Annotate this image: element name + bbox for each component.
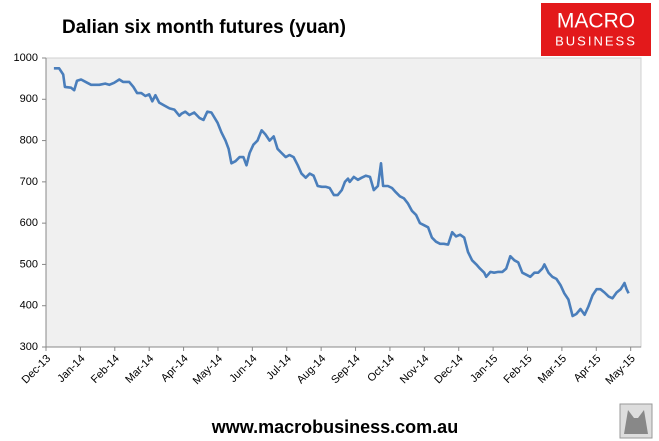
y-tick-label: 400 [20, 300, 38, 312]
y-tick-label: 600 [20, 217, 38, 229]
y-tick-label: 1000 [14, 52, 38, 64]
logo-text: MACRO [557, 10, 635, 33]
plot-area [45, 57, 642, 348]
chart-title: Dalian six month futures (yuan) [62, 17, 346, 38]
y-tick-label: 300 [20, 341, 38, 353]
logo-text: BUSINESS [555, 33, 637, 48]
logo-box [541, 3, 651, 56]
y-tick-label: 500 [20, 258, 38, 270]
data-line [53, 67, 630, 318]
y-tick-label: 800 [20, 134, 38, 146]
logo-icon-wolf [624, 410, 648, 434]
footer-url: www.macrobusiness.com.au [211, 417, 458, 437]
y-tick-label: 900 [20, 93, 38, 105]
y-tick-label: 700 [20, 176, 38, 188]
